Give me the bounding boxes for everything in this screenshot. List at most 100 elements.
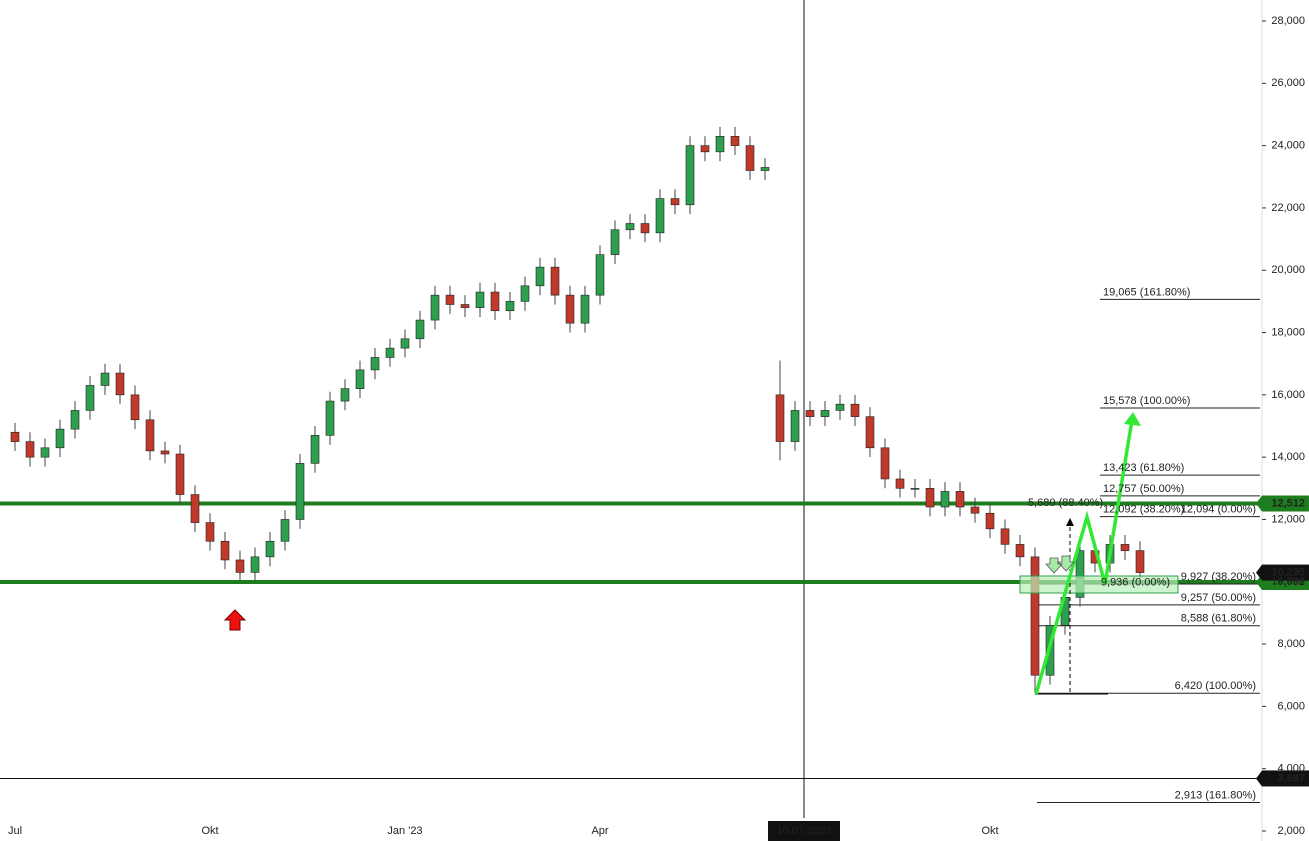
candle-body [415,319,425,340]
candle-body [40,447,50,458]
candle-body [70,410,80,430]
candle-body [580,294,590,324]
price-tag-label: 3,687 [1277,772,1305,784]
fib-label: 9,936 (0.00%) [1101,577,1170,589]
candle-body [730,135,740,146]
y-tick-label: 12,000 [1271,513,1305,525]
price-tag-label: 12,512 [1271,497,1305,509]
candle-body [265,540,275,558]
candle-body [925,488,935,508]
candle-body [220,540,230,561]
candle-body [835,403,845,411]
candle-body [175,453,185,495]
candle-body [325,400,335,436]
x-tick-label: Okt [981,825,998,837]
candle-body [805,410,815,417]
fib-label: 19,065 (161.80%) [1103,286,1190,298]
support-zone [1019,575,1179,594]
candle-body [370,357,380,371]
candle-body [190,494,200,523]
candle-body [340,388,350,402]
projection-path [1034,419,1134,695]
measure-arrow [1066,518,1074,526]
y-tick-label: 24,000 [1271,140,1305,152]
candle-body [460,304,470,308]
y-tick-label: 16,000 [1271,389,1305,401]
candle-body [670,198,680,206]
y-tick-label: 22,000 [1271,202,1305,214]
candle-body [610,229,620,255]
fib-label: 15,578 (100.00%) [1103,395,1190,407]
candle-body [160,450,170,455]
x-tick-label: Okt [201,825,218,837]
y-tick-label: 20,000 [1271,264,1305,276]
price-tag-notch [1256,564,1262,581]
candle-body [445,294,455,305]
candle-body [700,145,710,153]
measure-label: 5,680 (88.40%) [1028,497,1103,509]
x-tick-label: Jul [8,825,22,837]
candle-body [1015,544,1025,558]
fib-label: 2,913 (161.80%) [1175,789,1256,801]
price-tag-label: 10,295 [1271,566,1305,578]
candle-body [400,338,410,349]
x-tick-label: 10.07.2023 [776,825,831,837]
candle-body [505,301,515,312]
fib-label: 9,927 (38.20%) [1181,571,1256,583]
candle-body [565,294,575,324]
candle-body [910,488,920,490]
y-tick-label: 4,000 [1277,763,1305,775]
candle-body [940,491,950,508]
candle-body [385,347,395,358]
candle-body [520,285,530,302]
candle-body [115,372,125,396]
candle-body [475,291,485,308]
candle-body [850,403,860,417]
y-tick-label: 26,000 [1271,77,1305,89]
projection-arrowhead [1124,412,1141,426]
fib-label: 12,757 (50.00%) [1103,483,1184,495]
candle-body [490,291,500,312]
price-tag-label: 9,992 [1277,576,1305,588]
y-tick-label: 2,000 [1277,825,1305,837]
candle-body [130,394,140,421]
candle-body [715,135,725,153]
candle-body [655,198,665,234]
fib-label: 8,588 (61.80%) [1181,613,1256,625]
price-tag [1262,770,1309,787]
candle-body [745,145,755,171]
candle-body [790,410,800,442]
candle-body [205,522,215,542]
fib-label: 12,092 (38.20%) [1103,504,1184,516]
candle-body [955,491,965,508]
x-tick-label: Jan '23 [387,825,422,837]
y-tick-label: 28,000 [1271,15,1305,27]
candle-body [55,428,65,449]
down-arrows [1045,555,1075,574]
y-tick-label: 8,000 [1277,638,1305,650]
candle-body [640,223,650,234]
candle-body [280,519,290,542]
candle-body [880,447,890,480]
candle-body [1030,556,1040,676]
y-tick-label: 10,000 [1271,576,1305,588]
candle-body [355,369,365,389]
candle-body [760,167,770,171]
fib-label: 6,420 (100.00%) [1175,680,1256,692]
candle-body [685,145,695,206]
candle-body [865,416,875,449]
candle-body [985,512,995,530]
y-tick-label: 14,000 [1271,451,1305,463]
candle-body [1135,550,1145,573]
candle-body [1120,544,1130,551]
fib-label: 12,094 (0.00%) [1181,503,1256,515]
candle-body [595,254,605,296]
candle-body [85,385,95,411]
candle-body [145,419,155,452]
candle-body [535,266,545,287]
candle-body [25,441,35,458]
price-tag [1262,564,1309,581]
candle-body [1075,550,1085,598]
